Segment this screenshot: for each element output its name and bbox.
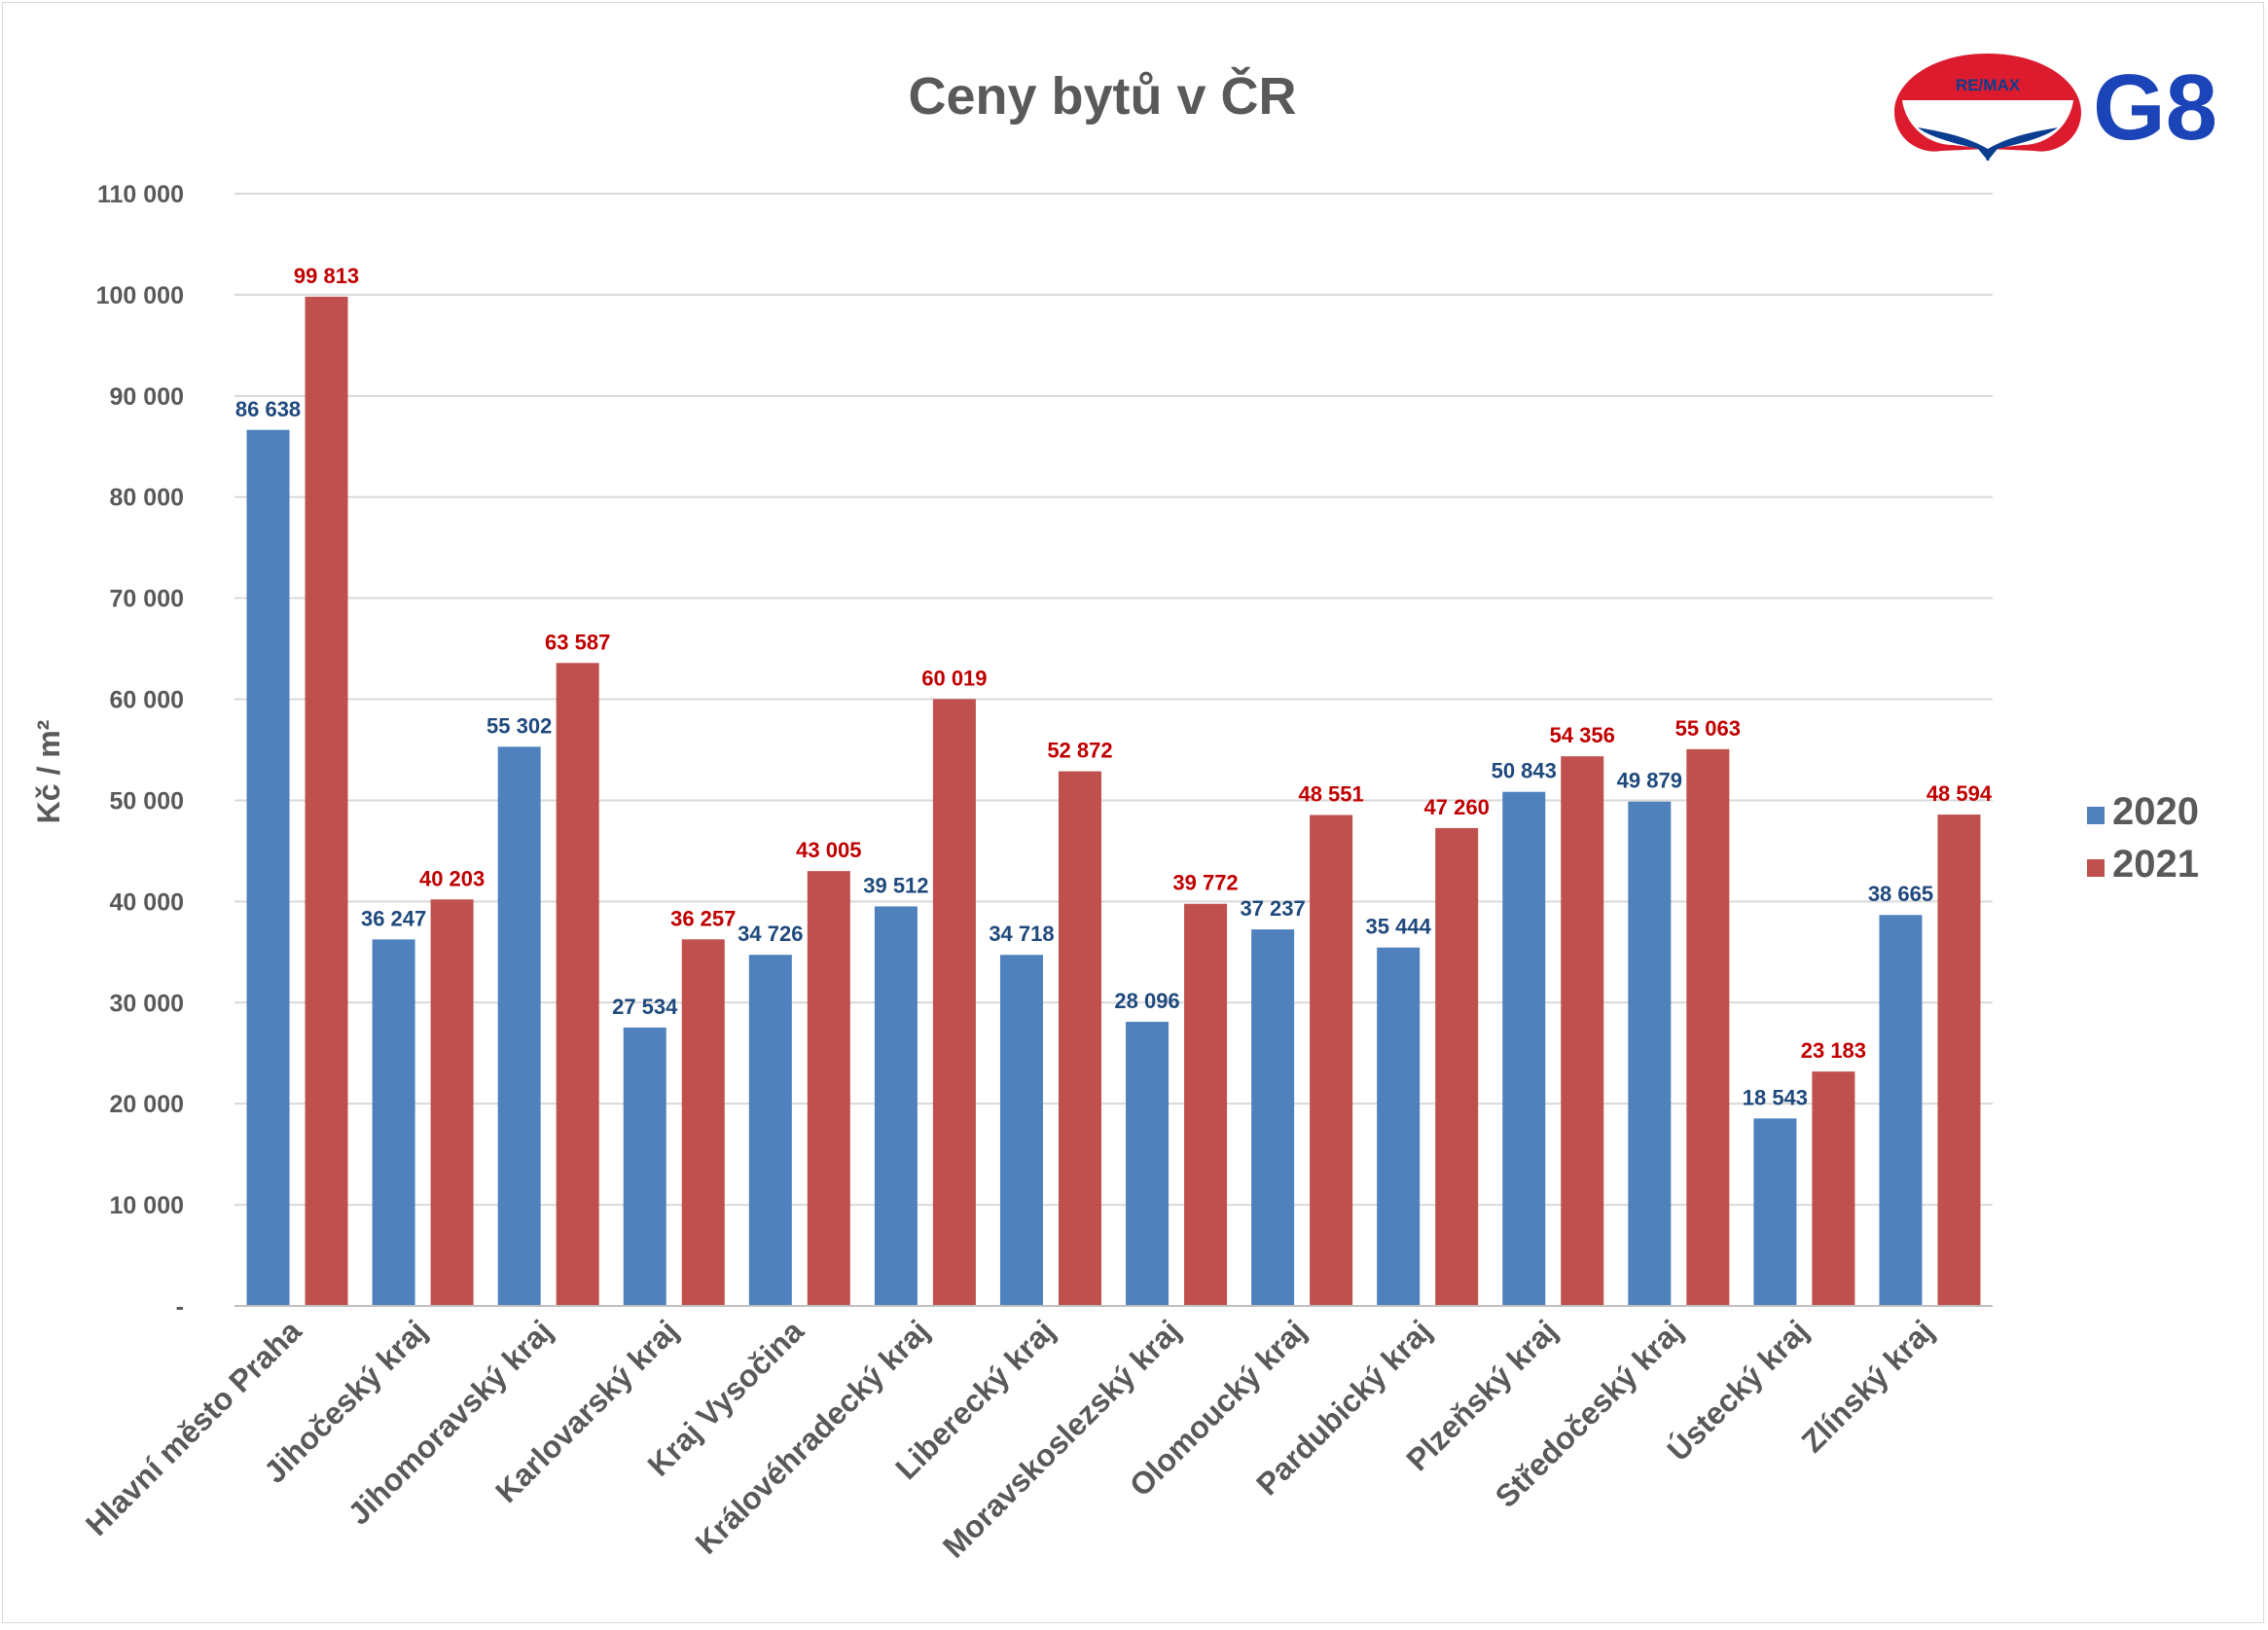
- data-labels: 86 638 99 813 36 247 40 203 55 302 63 587 27 5…: [235, 264, 1993, 1109]
- bar-2020-10: [1502, 791, 1546, 1306]
- data-label-2020-10: 50 843: [1492, 759, 1557, 783]
- x-tick-label: Královéhradecký kraj: [688, 1313, 935, 1560]
- data-label-2020-2: 55 302: [486, 713, 552, 738]
- y-tick-label: 50 000: [110, 787, 184, 815]
- bar-2020-0: [246, 429, 290, 1306]
- bar-2021-6: [1058, 771, 1101, 1306]
- data-label-2021-0: 99 813: [294, 264, 359, 288]
- y-tick-label: 60 000: [110, 687, 184, 714]
- y-tick-label: 10 000: [110, 1192, 184, 1219]
- bar-2021-5: [932, 699, 976, 1306]
- data-label-2021-6: 52 872: [1047, 739, 1112, 763]
- data-label-2020-7: 28 096: [1114, 989, 1179, 1013]
- legend: 2020 2021: [2087, 790, 2199, 886]
- y-axis-ticks: - 10 000 20 000 30 000 40 000 50 000 60 000 70 …: [96, 181, 184, 1321]
- data-label-2020-9: 35 444: [1366, 915, 1432, 939]
- remax-g8-logo: RE/MAX G8: [1894, 54, 2217, 161]
- bars: [246, 296, 1981, 1307]
- y-axis-label: Kč / m²: [31, 720, 66, 824]
- data-label-2021-3: 36 257: [670, 906, 736, 930]
- bar-2020-1: [372, 939, 415, 1306]
- data-label-2021-2: 63 587: [545, 630, 610, 654]
- y-tick-label: 80 000: [110, 485, 184, 512]
- data-label-2020-4: 34 726: [738, 922, 803, 946]
- bar-2020-6: [999, 955, 1043, 1306]
- data-label-2020-5: 39 512: [863, 873, 928, 897]
- g8-logo-text: G8: [2093, 55, 2217, 160]
- data-label-2021-8: 48 551: [1298, 782, 1363, 807]
- bar-2020-5: [874, 906, 918, 1306]
- x-tick-label: Hlavní město Praha: [79, 1313, 308, 1542]
- data-label-2020-6: 34 718: [989, 922, 1054, 946]
- bar-2020-7: [1126, 1022, 1170, 1306]
- legend-label-2020: 2020: [2112, 790, 2199, 833]
- bar-2021-10: [1561, 756, 1604, 1306]
- y-tick-label: 100 000: [96, 282, 184, 309]
- data-label-2021-4: 43 005: [796, 838, 861, 862]
- bar-chart: Ceny bytů v ČR Kč / m² - 10 000 20 000 30 0…: [31, 54, 2217, 1565]
- legend-label-2021: 2021: [2112, 843, 2199, 886]
- y-tick-label: -: [176, 1293, 184, 1321]
- bar-2021-1: [430, 899, 474, 1306]
- bar-2021-2: [556, 663, 599, 1306]
- y-tick-label: 90 000: [110, 383, 184, 411]
- y-tick-label: 20 000: [110, 1091, 184, 1118]
- bar-2021-3: [681, 939, 725, 1306]
- legend-swatch-2020: [2087, 807, 2105, 824]
- bar-2020-13: [1879, 915, 1923, 1306]
- data-label-2020-12: 18 543: [1743, 1085, 1808, 1109]
- y-tick-label: 30 000: [110, 990, 184, 1017]
- data-label-2020-13: 38 665: [1868, 882, 1933, 906]
- bar-2020-11: [1628, 801, 1672, 1306]
- data-label-2020-3: 27 534: [612, 995, 678, 1019]
- data-label-2021-12: 23 183: [1801, 1038, 1866, 1063]
- bar-2021-12: [1812, 1071, 1855, 1306]
- bar-2021-7: [1184, 903, 1228, 1306]
- data-label-2021-9: 47 260: [1424, 795, 1490, 819]
- bar-2021-11: [1686, 748, 1730, 1306]
- x-tick-label: Zlínský kraj: [1794, 1313, 1940, 1459]
- data-label-2021-7: 39 772: [1172, 871, 1238, 895]
- data-label-2021-13: 48 594: [1926, 781, 1993, 806]
- y-tick-label: 70 000: [110, 586, 184, 613]
- balloon-icon: [1894, 54, 2081, 161]
- remax-logo-text: RE/MAX: [1956, 76, 2021, 94]
- bar-2021-0: [305, 296, 348, 1307]
- bar-2020-2: [497, 746, 541, 1306]
- data-label-2021-10: 54 356: [1550, 723, 1615, 747]
- bar-2020-12: [1753, 1118, 1797, 1306]
- bar-2020-4: [748, 955, 792, 1306]
- y-tick-label: 110 000: [97, 181, 184, 208]
- y-tick-label: 40 000: [110, 888, 184, 916]
- bar-2021-8: [1310, 815, 1353, 1306]
- data-label-2020-11: 49 879: [1617, 769, 1682, 793]
- x-tick-label: Jihomoravský kraj: [341, 1313, 558, 1531]
- data-label-2021-1: 40 203: [419, 866, 485, 890]
- bar-2020-9: [1377, 947, 1421, 1306]
- x-tick-label: Moravskoslezský kraj: [936, 1313, 1187, 1564]
- bar-2021-9: [1435, 827, 1479, 1306]
- data-label-2020-0: 86 638: [235, 397, 301, 421]
- bar-2020-8: [1251, 929, 1295, 1306]
- data-label-2020-1: 36 247: [361, 906, 426, 930]
- chart-title: Ceny bytů v ČR: [908, 66, 1296, 126]
- bar-2020-3: [623, 1027, 666, 1306]
- data-label-2021-5: 60 019: [921, 666, 987, 690]
- data-label-2021-11: 55 063: [1675, 716, 1741, 741]
- bar-2021-4: [807, 871, 850, 1306]
- data-label-2020-8: 37 237: [1240, 896, 1305, 921]
- legend-swatch-2021: [2087, 859, 2105, 877]
- bar-2021-13: [1937, 815, 1981, 1306]
